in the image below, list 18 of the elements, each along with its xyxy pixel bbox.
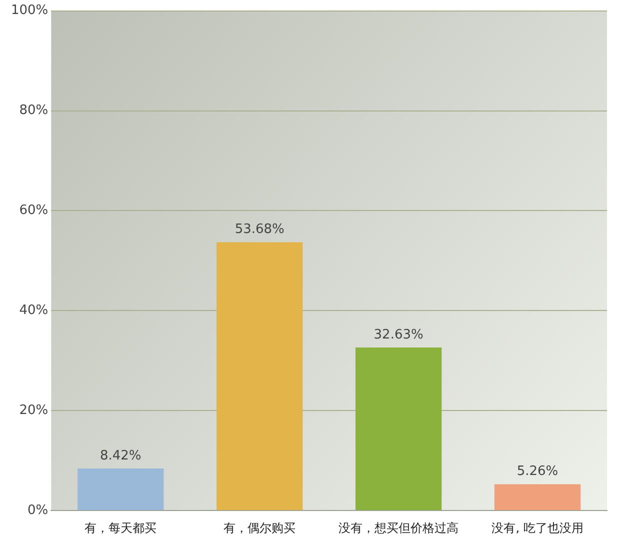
bar	[216, 242, 303, 510]
data-label: 8.42%	[100, 448, 142, 464]
data-label: 5.26%	[516, 464, 558, 480]
bar	[78, 468, 164, 510]
data-label: 53.68%	[234, 222, 284, 238]
x-tick-label: 没有，想买但价格过高	[338, 520, 459, 535]
y-tick-label: 100%	[10, 3, 48, 18]
bar	[355, 348, 442, 510]
y-tick-label: 80%	[19, 103, 48, 118]
bar	[494, 484, 581, 510]
y-tick-label: 20%	[19, 403, 48, 418]
data-label: 32.63%	[374, 327, 424, 342]
y-tick-label: 60%	[19, 203, 48, 218]
x-tick-label: 有，每天都买	[84, 520, 157, 535]
y-tick-label: 40%	[19, 303, 48, 318]
x-tick-label: 没有, 吃了也没用	[492, 520, 584, 535]
y-tick-label: 0%	[28, 502, 48, 518]
x-tick-label: 有，偶尔购买	[224, 520, 296, 535]
